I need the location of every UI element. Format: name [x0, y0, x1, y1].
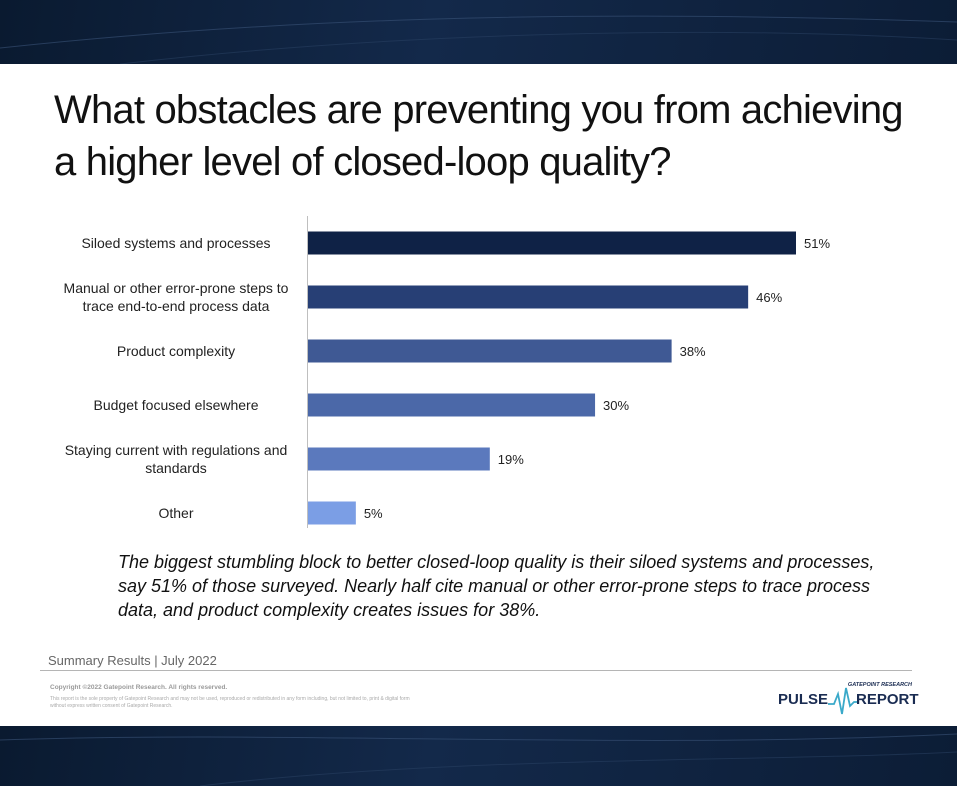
bar-2: [308, 285, 749, 309]
value-label-1: 51%: [804, 236, 830, 251]
category-label-4: Budget focused elsewhere: [94, 397, 259, 413]
category-label-5: Staying current with regulations and stan…: [65, 442, 288, 476]
bar-4: [308, 393, 596, 417]
bar-5: [308, 447, 490, 471]
disclaimer-text: This report is the sole property of Gate…: [50, 696, 410, 709]
summary-text: The biggest stumbling block to better cl…: [118, 552, 875, 620]
value-label-3: 38%: [680, 344, 706, 359]
page-title: What obstacles are preventing you from a…: [54, 88, 904, 184]
pulse-report-logo: GATEPOINT RESEARCH PULSE REPORT: [778, 680, 919, 716]
copyright-text: Copyright ©2022 Gatepoint Research. All …: [50, 684, 228, 691]
banner-swoosh: [0, 15, 957, 64]
logo-word-report: REPORT: [856, 691, 919, 708]
category-label-3: Product complexity: [117, 343, 235, 359]
bar-1: [308, 231, 796, 255]
value-label-4: 30%: [603, 398, 629, 413]
category-label-6: Other: [158, 505, 193, 521]
bar-6: [308, 501, 356, 525]
bottom-banner: [0, 726, 957, 786]
banner-swoosh: [0, 733, 957, 786]
logo-word-pulse: PULSE: [778, 691, 829, 708]
bar-chart: 51% Siloed systems and processes 46% Manual…: [64, 216, 830, 528]
value-label-5: 19%: [498, 452, 524, 467]
value-label-2: 46%: [756, 290, 782, 305]
top-banner: [0, 0, 957, 64]
summary-results-label: Summary Results | July 2022: [48, 653, 217, 668]
footer-divider: [40, 670, 912, 671]
bar-3: [308, 339, 672, 363]
category-label-1: Siloed systems and processes: [81, 235, 270, 251]
logo-company-name: GATEPOINT RESEARCH: [847, 682, 912, 688]
category-label-2: Manual or other error-prone steps to trac…: [64, 280, 289, 314]
pulse-line-icon: [828, 687, 858, 715]
value-label-6: 5%: [364, 506, 383, 521]
